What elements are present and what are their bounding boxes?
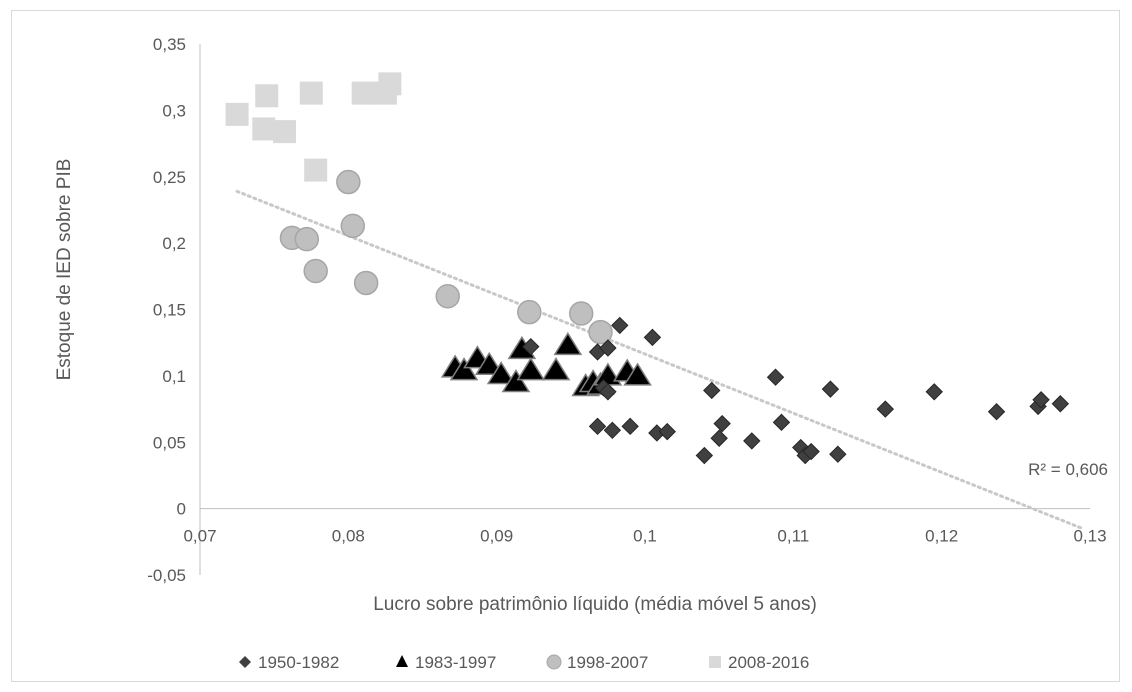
legend-item-1950-1982: 1950-1982 xyxy=(239,653,339,672)
y-tick-label: 0,05 xyxy=(153,433,186,452)
circle-point xyxy=(294,226,320,252)
square-point xyxy=(378,72,402,96)
diamond-point xyxy=(603,421,622,440)
circle-point xyxy=(340,213,366,239)
square-point xyxy=(304,158,328,182)
legend-label: 1950-1982 xyxy=(258,653,339,672)
diamond-point xyxy=(703,381,721,400)
diamond-point xyxy=(987,403,1006,421)
diamond-point xyxy=(621,417,639,436)
diamond-point xyxy=(658,422,676,441)
diamond-point xyxy=(522,337,540,356)
x-tick-label: 0,11 xyxy=(777,527,809,546)
circle-point xyxy=(353,270,379,296)
legend-circle-icon xyxy=(546,654,562,670)
triangle-point xyxy=(474,351,504,376)
diamond-point xyxy=(821,380,840,398)
legend-label: 1983-1997 xyxy=(415,653,496,672)
diamond-point xyxy=(743,432,761,450)
x-tick-label: 0,13 xyxy=(1073,527,1106,546)
y-tick-label: 0,35 xyxy=(153,35,186,54)
triangle-point xyxy=(486,361,516,385)
circle-point xyxy=(568,301,594,326)
diamond-point xyxy=(710,429,728,447)
x-tick-label: 0,12 xyxy=(925,527,958,546)
chart-frame xyxy=(11,10,1120,682)
y-tick-label: 0,25 xyxy=(153,168,186,187)
legend-diamond-icon xyxy=(239,656,251,668)
circle-point xyxy=(303,258,328,284)
legend-label: 2008-2016 xyxy=(728,653,809,672)
circle-point xyxy=(435,283,460,309)
diamond-point xyxy=(611,316,629,335)
diamond-point xyxy=(695,446,714,465)
triangle-point xyxy=(449,357,479,381)
x-tick-label: 0,07 xyxy=(183,527,216,546)
circle-point xyxy=(517,299,542,325)
series-1983-1997 xyxy=(440,331,652,397)
triangle-point xyxy=(516,357,546,381)
y-axis-title: Estoque de IED sobre PIB xyxy=(54,159,75,381)
circle-point xyxy=(336,169,361,195)
square-point xyxy=(273,120,297,144)
x-axis-title: Lucro sobre patrimônio líquido (média mó… xyxy=(373,594,817,615)
diamond-point xyxy=(772,413,791,432)
trendline xyxy=(235,189,1085,531)
x-tick-label: 0,09 xyxy=(480,527,513,546)
diamond-point xyxy=(766,368,785,386)
square-point xyxy=(252,117,276,141)
y-tick-label: 0 xyxy=(177,500,186,519)
y-tick-label: 0,1 xyxy=(162,367,186,386)
series-2008-2016 xyxy=(225,72,402,182)
square-point xyxy=(351,81,375,105)
legend-item-2008-2016: 2008-2016 xyxy=(709,653,809,672)
diamond-point xyxy=(802,442,820,461)
diamond-point xyxy=(876,400,895,418)
legend-square-icon xyxy=(709,656,721,668)
legend-item-1983-1997: 1983-1997 xyxy=(396,653,496,672)
triangle-point xyxy=(623,362,652,386)
tick-labels: -0,05 0 0,05 0,1 0,15 0,2 0,25 0,3 0,35 0,07 0,08 0… xyxy=(147,35,1106,585)
triangle-point xyxy=(541,357,571,381)
triangle-point xyxy=(501,369,531,393)
x-tick-label: 0,08 xyxy=(332,527,365,546)
legend-label: 1998-2007 xyxy=(567,653,648,672)
series-1950-1982 xyxy=(522,316,1070,465)
legend: 1950-1982 1983-1997 1998-2007 2008-2016 xyxy=(239,653,809,672)
series-1998-2007 xyxy=(279,169,613,345)
diamond-point xyxy=(713,414,731,433)
diamond-point xyxy=(925,383,943,401)
square-point xyxy=(225,102,249,126)
diamond-point xyxy=(599,383,617,401)
diamond-point xyxy=(588,417,607,436)
x-tick-label: 0,1 xyxy=(633,527,657,546)
triangle-point xyxy=(553,331,583,356)
y-tick-label: 0,2 xyxy=(162,234,186,253)
diamond-point xyxy=(643,328,662,347)
circle-point xyxy=(588,319,613,345)
diamond-point xyxy=(599,339,617,357)
y-tick-label: -0,05 xyxy=(147,566,186,585)
y-tick-label: 0,15 xyxy=(153,301,186,320)
square-point xyxy=(299,81,323,105)
legend-triangle-icon xyxy=(396,655,408,667)
legend-item-1998-2007: 1998-2007 xyxy=(546,653,648,672)
data-points xyxy=(225,72,1070,465)
square-point xyxy=(255,84,279,108)
y-tick-label: 0,3 xyxy=(162,101,186,120)
diamond-point xyxy=(1032,391,1050,409)
diamond-point xyxy=(1051,395,1070,413)
axes xyxy=(199,44,1090,575)
r-squared-label: R² = 0,606 xyxy=(1028,460,1108,479)
diamond-point xyxy=(829,445,847,463)
triangle-point xyxy=(593,362,623,386)
